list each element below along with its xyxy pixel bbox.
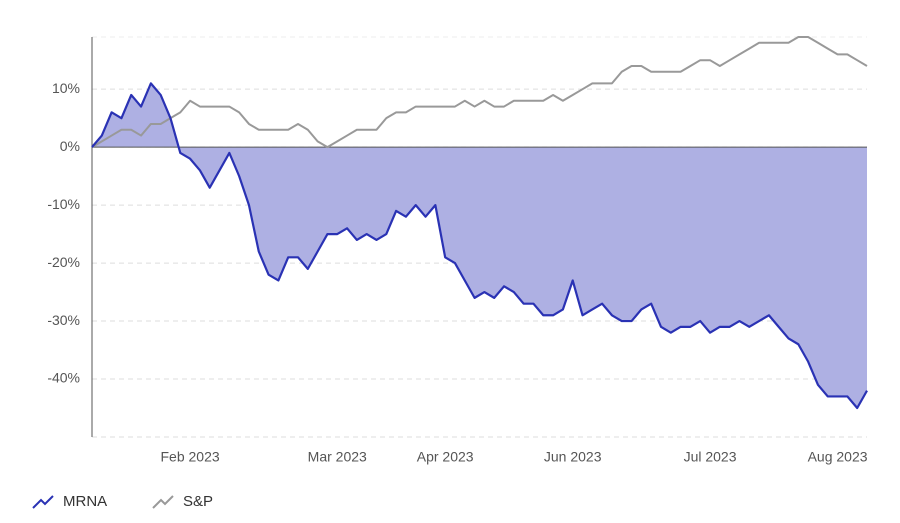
- legend-label: S&P: [183, 493, 213, 510]
- y-tick-label: 10%: [52, 80, 80, 96]
- legend-icon: [32, 495, 54, 509]
- y-tick-label: -20%: [47, 254, 80, 270]
- legend-label: MRNA: [63, 493, 107, 510]
- area: [92, 83, 867, 409]
- legend-icon: [152, 495, 174, 509]
- line: [91, 82, 868, 410]
- y-tick-label: -10%: [47, 196, 80, 212]
- x-tick-label: Mar 2023: [308, 449, 367, 465]
- legend: MRNA S&P: [32, 493, 213, 510]
- x-tick-label: Aug 2023: [808, 449, 868, 465]
- x-tick-label: Apr 2023: [417, 449, 474, 465]
- x-tick-label: Jul 2023: [684, 449, 737, 465]
- y-tick-label: 0%: [60, 138, 80, 154]
- y-tick-label: -40%: [47, 370, 80, 386]
- x-tick-label: Jun 2023: [544, 449, 602, 465]
- x-tick-label: Feb 2023: [161, 449, 220, 465]
- y-tick-label: -30%: [47, 312, 80, 328]
- line: [91, 36, 868, 149]
